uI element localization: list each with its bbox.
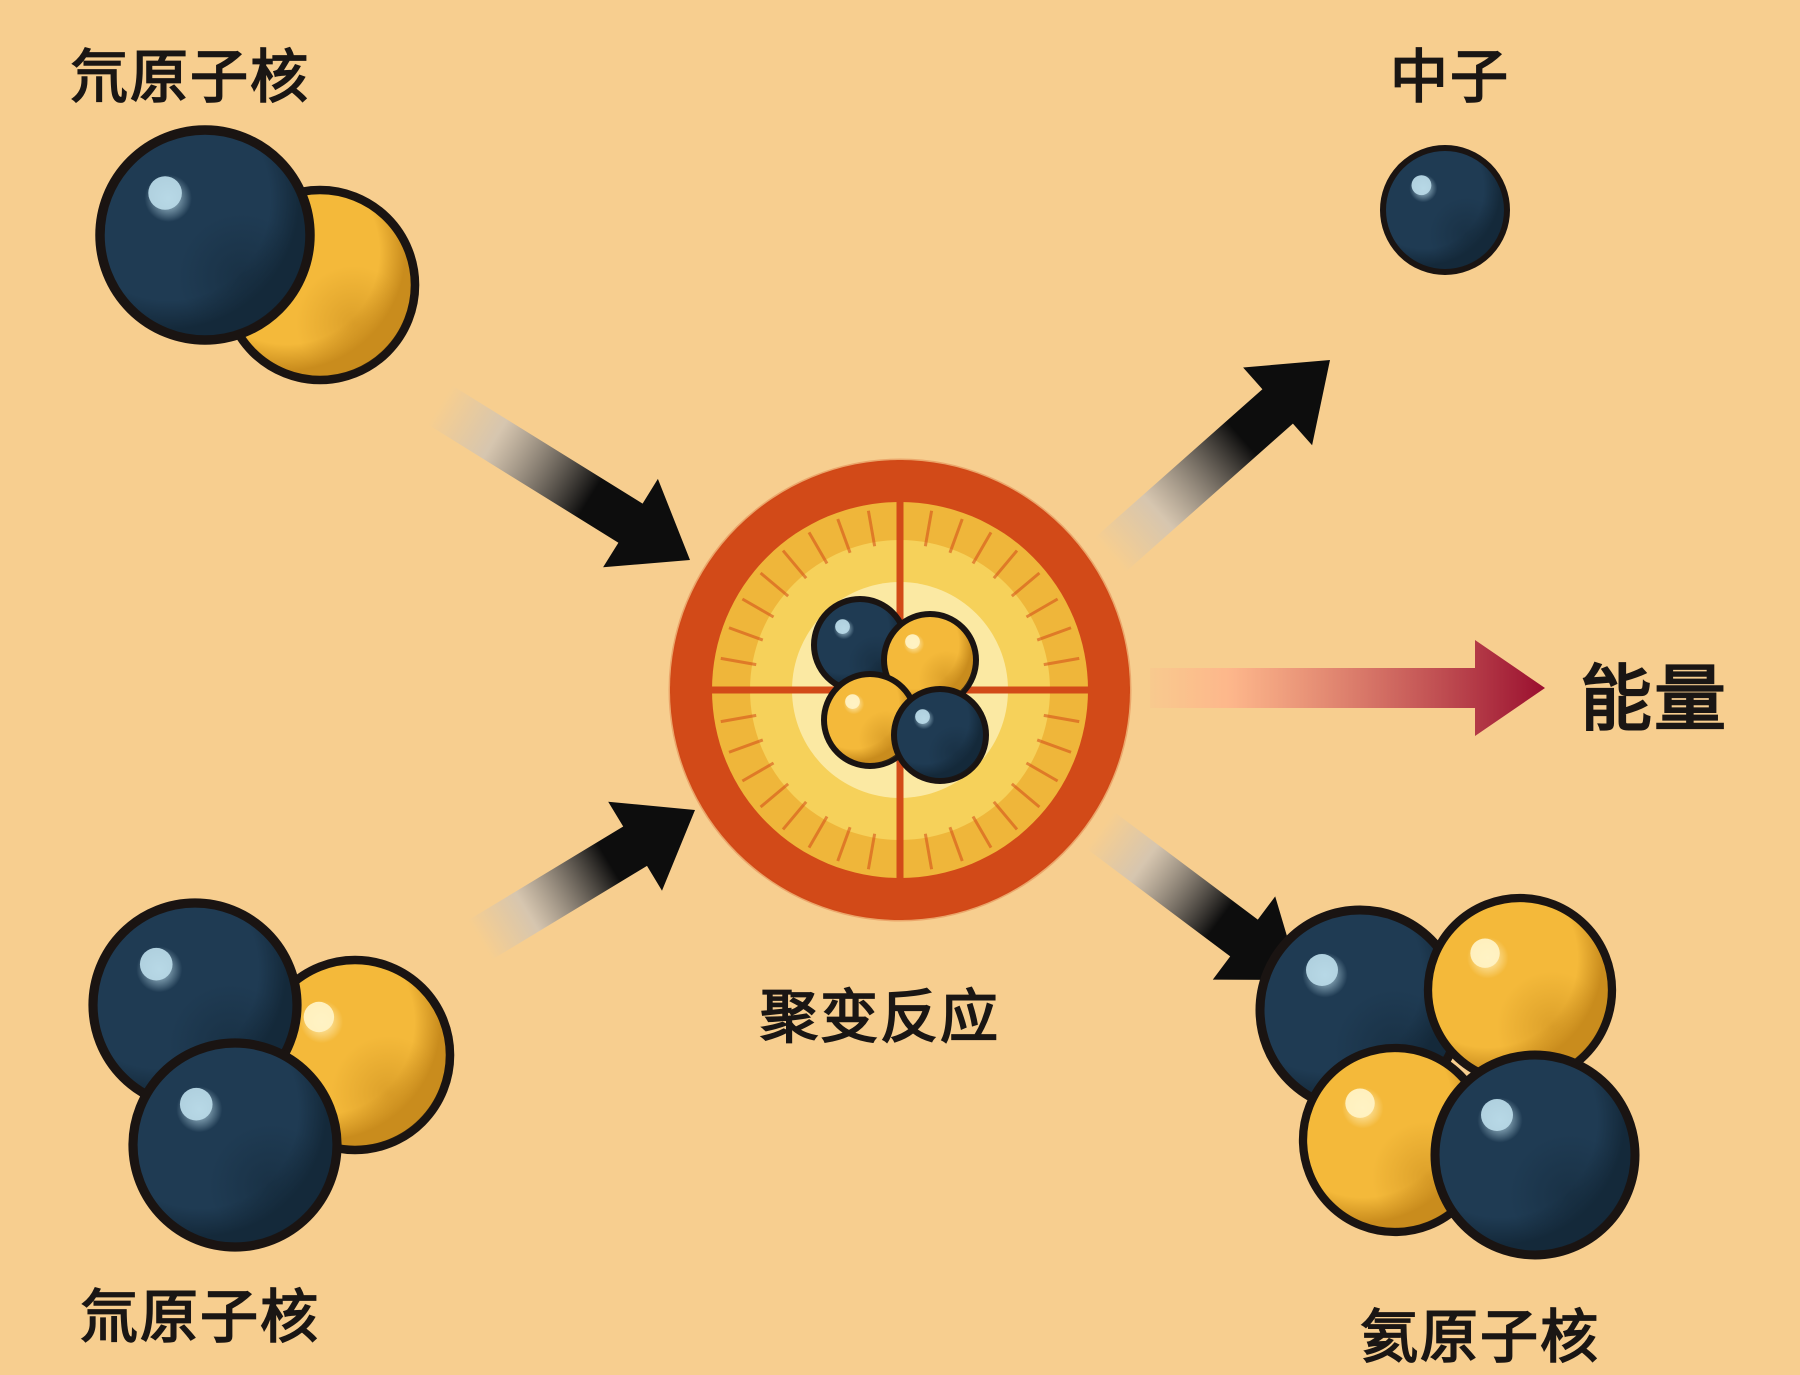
label-energy: 能量 [1580, 640, 1728, 745]
diagram-svg [0, 0, 1800, 1375]
fusion-diagram: 氘原子核 氚原子核 中子 氦原子核 聚变反应 能量 [0, 0, 1800, 1375]
label-fusion: 聚变反应 [760, 970, 1000, 1054]
label-deuterium: 氘原子核 [70, 30, 310, 114]
label-neutron: 中子 [1390, 30, 1510, 114]
label-helium: 氦原子核 [1360, 1290, 1600, 1374]
label-tritium: 氚原子核 [80, 1270, 320, 1354]
